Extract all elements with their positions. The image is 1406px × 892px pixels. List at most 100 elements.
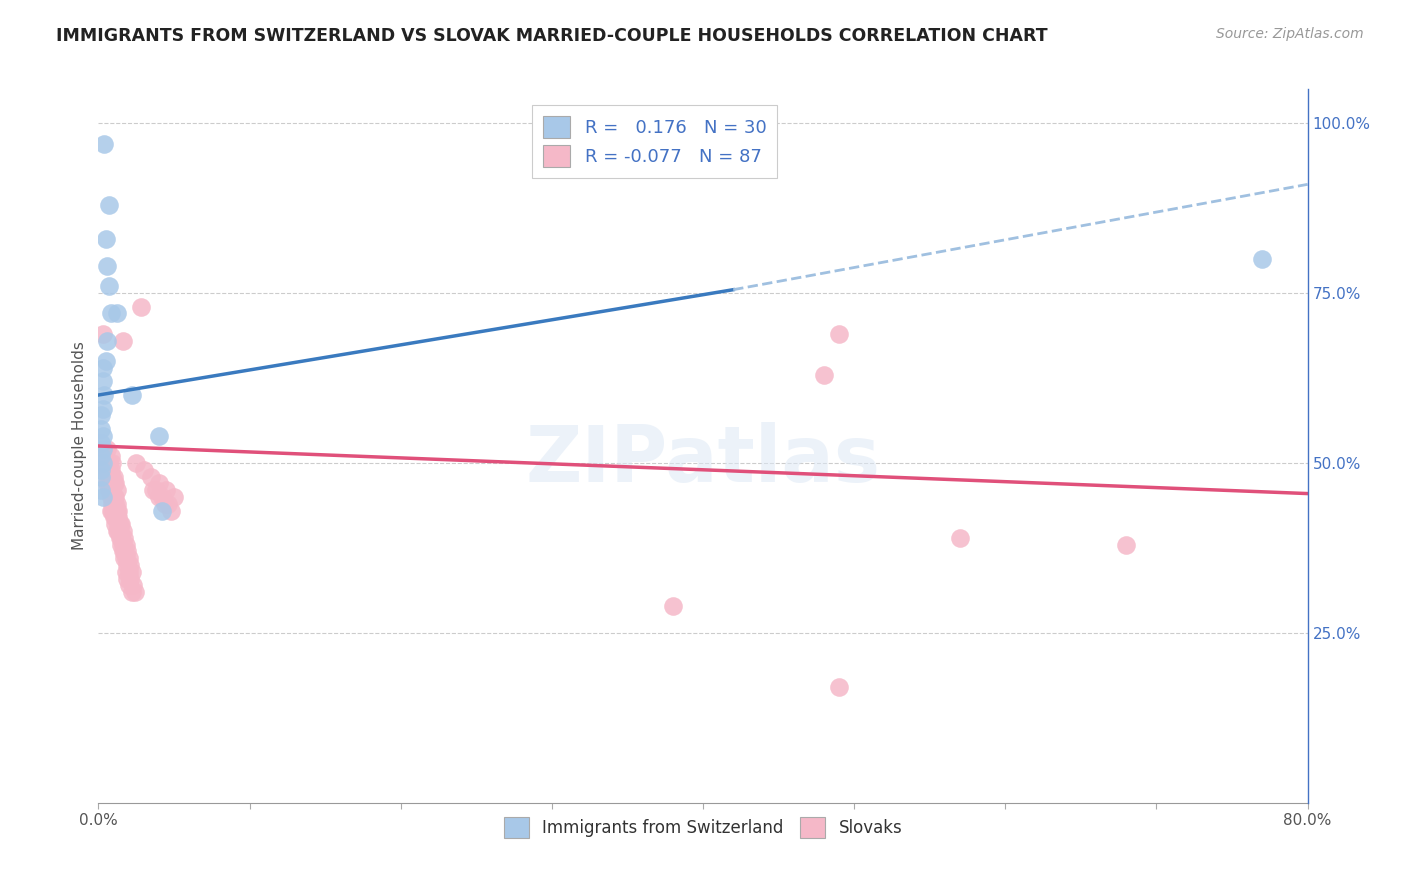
Point [115, 558, 138, 572]
Point [142, 483, 165, 498]
Point [108, 531, 131, 545]
Point [156, 497, 179, 511]
Point [120, 558, 142, 572]
Point [101, 469, 124, 483]
Point [124, 585, 146, 599]
Point [103, 510, 125, 524]
Point [112, 544, 135, 558]
Point [100, 476, 122, 491]
Point [105, 503, 128, 517]
Point [103, 476, 125, 491]
Point [813, 368, 835, 382]
Point [98, 198, 121, 212]
Point [118, 578, 141, 592]
Point [96, 334, 118, 348]
Point [118, 565, 141, 579]
Point [107, 510, 129, 524]
Point [115, 544, 138, 558]
Point [163, 490, 186, 504]
Point [828, 326, 851, 341]
Point [105, 483, 128, 498]
Point [98, 279, 121, 293]
Point [91, 456, 114, 470]
Point [155, 483, 177, 498]
Point [110, 531, 132, 545]
Point [101, 503, 124, 517]
Point [107, 503, 129, 517]
Point [104, 517, 127, 532]
Point [150, 503, 173, 517]
Point [125, 456, 148, 470]
Point [111, 544, 134, 558]
Point [94, 354, 117, 368]
Point [111, 334, 134, 348]
Point [118, 551, 141, 566]
Point [91, 429, 114, 443]
Point [96, 442, 118, 457]
Point [105, 524, 128, 538]
Point [148, 490, 170, 504]
Point [112, 531, 135, 545]
Point [111, 524, 134, 538]
Point [91, 326, 114, 341]
Point [100, 490, 122, 504]
Point [828, 680, 851, 694]
Point [148, 429, 170, 443]
Text: ZIPatlas: ZIPatlas [526, 422, 880, 499]
Point [91, 490, 114, 504]
Point [103, 469, 125, 483]
Point [661, 599, 683, 613]
Point [107, 524, 129, 538]
Point [1115, 537, 1137, 551]
Point [105, 497, 128, 511]
Point [91, 360, 114, 375]
Point [93, 442, 115, 457]
Point [101, 456, 124, 470]
Point [129, 300, 152, 314]
Point [96, 259, 118, 273]
Point [148, 476, 170, 491]
Point [114, 551, 136, 566]
Point [104, 490, 127, 504]
Point [103, 490, 125, 504]
Point [91, 375, 114, 389]
Point [100, 306, 122, 320]
Point [93, 388, 115, 402]
Point [120, 572, 142, 586]
Point [122, 578, 145, 592]
Point [110, 517, 132, 532]
Point [105, 306, 128, 320]
Point [94, 232, 117, 246]
Point [90, 469, 112, 483]
Point [90, 435, 112, 450]
Point [108, 517, 131, 532]
Point [100, 463, 122, 477]
Point [90, 409, 112, 423]
Point [112, 551, 135, 566]
Point [104, 510, 127, 524]
Point [90, 483, 112, 498]
Point [103, 503, 125, 517]
Point [114, 537, 136, 551]
Point [115, 572, 138, 586]
Point [111, 537, 134, 551]
Point [98, 456, 121, 470]
Point [132, 463, 155, 477]
Point [96, 476, 118, 491]
Point [101, 497, 124, 511]
Point [91, 442, 114, 457]
Point [160, 503, 183, 517]
Point [150, 490, 173, 504]
Point [90, 463, 112, 477]
Point [108, 524, 131, 538]
Point [121, 585, 143, 599]
Point [121, 565, 143, 579]
Point [98, 483, 121, 498]
Point [145, 483, 167, 498]
Point [101, 483, 124, 498]
Point [110, 537, 132, 551]
Point [100, 449, 122, 463]
Point [93, 136, 115, 151]
Point [121, 388, 143, 402]
Point [141, 469, 163, 483]
